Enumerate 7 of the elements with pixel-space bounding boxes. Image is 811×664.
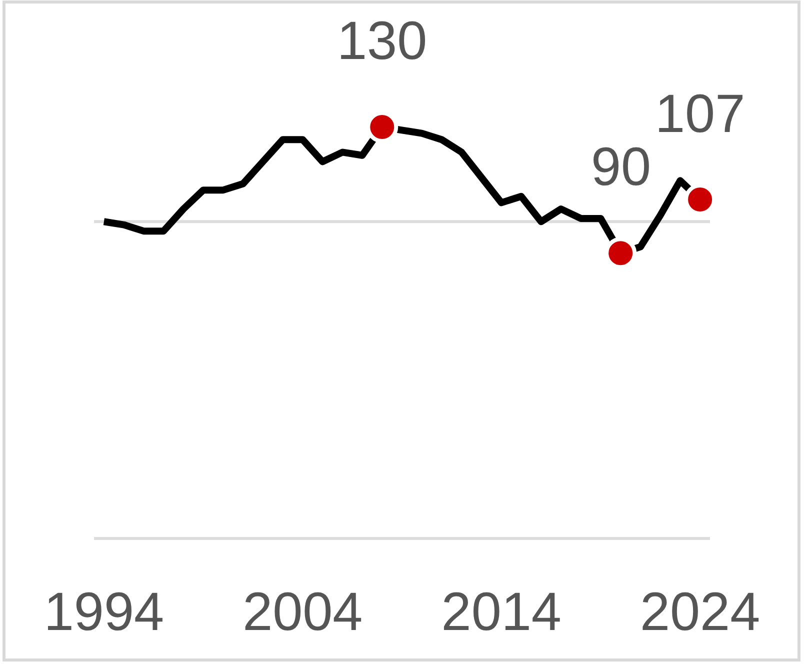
data-label: 130 <box>337 11 428 71</box>
x-tick-label: 2014 <box>441 582 562 642</box>
data-label: 107 <box>655 84 746 144</box>
x-tick-label: 2024 <box>640 582 760 642</box>
data-label: 90 <box>591 137 652 197</box>
x-tick-label: 2004 <box>242 582 363 642</box>
x-tick-label: 1994 <box>44 582 164 642</box>
